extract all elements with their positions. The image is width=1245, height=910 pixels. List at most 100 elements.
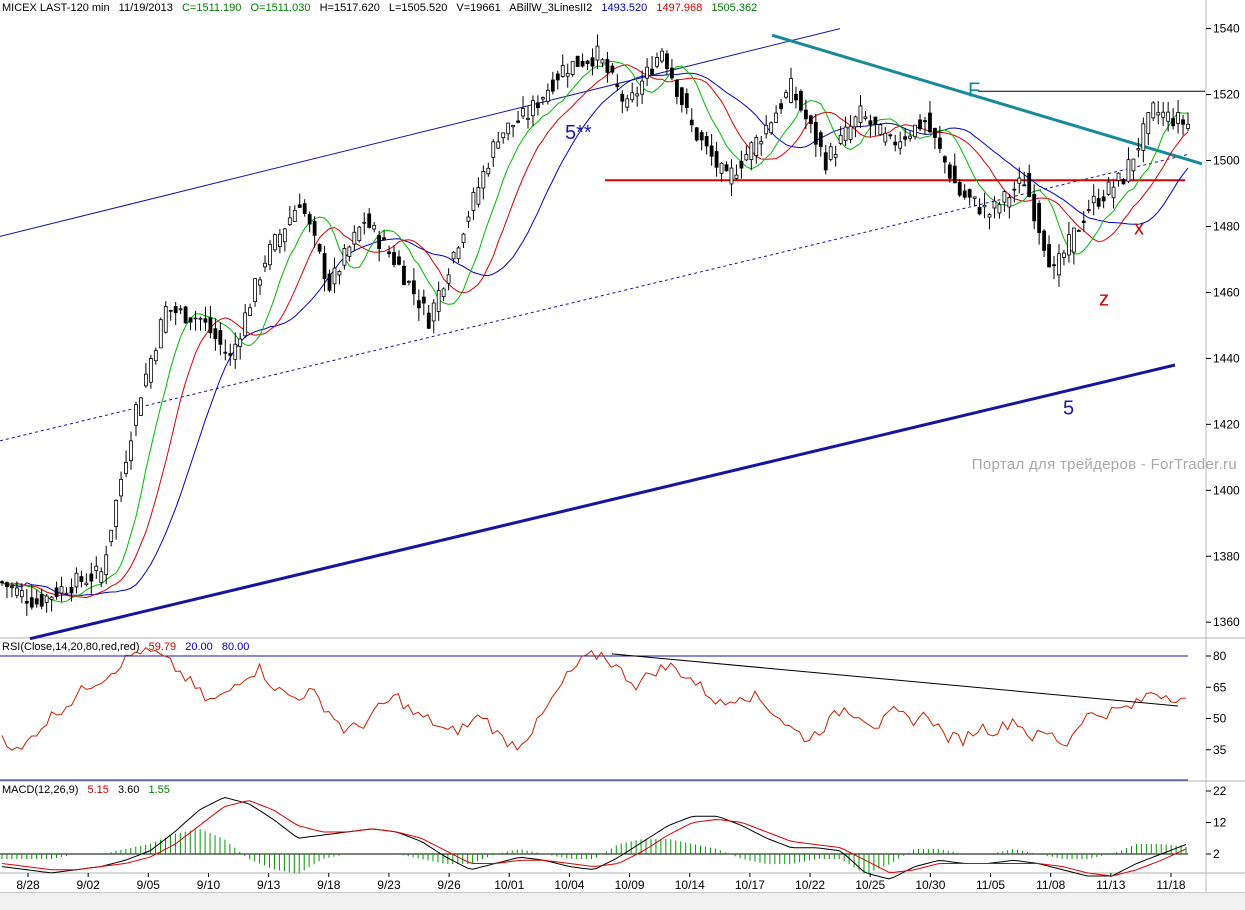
candle-body [491,141,496,158]
candle-body [377,235,382,249]
y-tick-label: 1380 [1213,549,1240,563]
macd-y-tick-label: 2 [1213,847,1220,861]
candle-body [1062,252,1066,258]
candle-body [977,206,982,215]
candle-body [823,152,828,171]
candle-body [853,116,858,128]
candle-body [407,280,411,283]
candle-body [923,120,927,122]
candle-body [148,358,153,383]
candle-body [719,162,724,174]
rsi-line [1,647,1187,751]
candle-body [14,587,19,596]
candle-body [863,116,868,119]
candle-body [699,132,704,141]
candle-body [302,203,307,215]
candle-body [84,582,89,586]
candle-body [1101,196,1106,202]
rsi-value: 59.79 [148,641,177,653]
candle-body [228,353,233,356]
rsi-y-tick-label: 65 [1213,680,1227,694]
candle-body [436,290,441,312]
candle-body [833,154,838,158]
candle-body [421,296,426,304]
candle-body [858,105,863,123]
candle-body [982,204,987,208]
candle-body [1032,194,1037,222]
candle-body [426,312,431,329]
candle-body [1106,181,1111,195]
candle-body [843,126,848,142]
candle-body [873,116,878,125]
candle-body [898,141,903,149]
candle-body [942,156,947,163]
candle-body [402,265,406,286]
candle-body [188,317,193,323]
candle-body [908,135,913,139]
y-tick-label: 1440 [1213,351,1240,365]
triangle-line [771,33,1203,166]
candle-body [580,61,585,67]
candle-body [987,214,992,218]
candle-body [54,587,59,598]
candle-body [769,122,774,134]
y-tick-label: 1400 [1213,483,1240,497]
candle-body [545,89,550,102]
candle-body [357,226,362,242]
candle-body [1091,195,1096,204]
candle-body [630,92,635,101]
candle-body [928,112,932,133]
watermark: Портал для трейдеров - ForTrader.ru [971,456,1237,473]
macd-y-tick-label: 22 [1213,784,1227,798]
candle-body [327,273,332,291]
candle-body [178,308,183,311]
candle-body [287,217,292,226]
candle-body [933,128,937,138]
candle-body [1071,227,1076,253]
candle-body [903,136,908,140]
candle-body [1136,148,1141,151]
candle-body [387,251,391,254]
candle-body [481,171,486,189]
candle-body [674,79,679,97]
candle-body [595,45,600,61]
x-tick-label: 10/25 [855,878,885,892]
ma-slow-line [1,72,1189,596]
candle-body [913,124,917,138]
candle-body [1067,234,1071,256]
ma-fast-line [1,60,1189,603]
candle-body [992,200,997,209]
candle-body [784,92,788,98]
y-tick-label: 1520 [1213,88,1240,102]
candle-body [34,598,39,605]
candle-body [501,132,506,139]
y-tick-label: 1460 [1213,285,1240,299]
candle-body [59,586,64,594]
candle-body [635,93,640,97]
volume-value: V=19661 [456,2,501,14]
candle-body [764,124,769,135]
candle-body [779,103,783,110]
candle-body [794,93,798,101]
label-x: x [1134,217,1144,239]
candle-body [49,596,54,600]
candle-body [774,112,779,123]
candle-body [625,98,630,108]
candle-body [223,351,228,354]
y-tick-label: 1480 [1213,219,1240,233]
candle-body [665,53,669,69]
x-tick-label: 11/05 [976,878,1005,892]
candle-body [476,187,481,205]
candle-body [560,65,565,77]
candle-body [1007,197,1012,208]
candle-body [540,97,545,100]
candle-body [1086,209,1091,212]
candle-body [347,246,352,257]
candle-body [431,302,436,322]
candle-body [506,122,511,135]
candle-body [1176,111,1180,124]
candle-body [39,594,44,607]
signal-value: 3.60 [117,784,140,796]
histogram-value: 1.55 [148,784,170,796]
candle-body [64,592,69,595]
